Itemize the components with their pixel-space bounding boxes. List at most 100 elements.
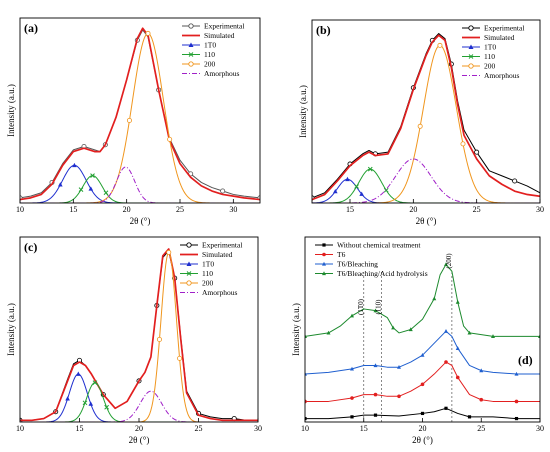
series-t6-bleaching-acid-hydrolysis	[305, 262, 540, 338]
y-axis-title: Intensity (a.u.)	[291, 303, 301, 356]
series-line	[305, 263, 540, 337]
data-point	[90, 173, 95, 178]
x-tick-label: 15	[360, 424, 368, 433]
plot-frame	[19, 17, 261, 204]
legend-item: Simulated	[180, 250, 233, 259]
series-line	[20, 382, 258, 422]
data-point	[397, 394, 401, 399]
legend-item: Without chemical treatment	[315, 241, 421, 250]
data-point	[220, 188, 226, 194]
series-line	[20, 250, 258, 421]
data-point	[460, 141, 466, 147]
legend-item: 200	[462, 62, 496, 71]
legend-marker	[186, 271, 192, 276]
legend-label: T6/Bleaching	[337, 260, 378, 269]
legend-marker	[188, 23, 194, 29]
data-point	[479, 368, 484, 373]
x-tick-label: 15	[76, 424, 84, 433]
data-point	[350, 366, 354, 371]
legend-label: 1T0	[202, 260, 214, 269]
y-axis-title: Intensity (a.u.)	[6, 84, 16, 137]
series-line	[20, 32, 260, 203]
legend-marker	[468, 63, 474, 69]
legend-label: Experimental	[484, 24, 524, 33]
x-tick-label: 25	[473, 205, 481, 214]
legend-label: Amorphous	[202, 288, 237, 297]
data-point	[373, 413, 378, 417]
legend: Without chemical treatmentT6T6/Bleaching…	[315, 241, 428, 278]
series-experimental	[20, 250, 258, 422]
legend-item: 1T0	[462, 43, 496, 52]
x-tick-label: 20	[135, 424, 143, 433]
plot-area	[312, 33, 540, 203]
data-point	[512, 178, 518, 184]
data-point	[455, 375, 460, 380]
x-axis: 10 15 20 25 30	[16, 418, 262, 433]
data-point	[322, 252, 326, 257]
x-axis: 10 15 20 25 30	[16, 199, 237, 214]
x-tick-label: 10	[301, 424, 309, 433]
data-point	[367, 166, 373, 172]
series-line	[305, 361, 540, 402]
legend-item: Amorphous	[462, 71, 519, 80]
panel-label: (d)	[518, 353, 533, 367]
legend-item: T6/Bleaching/Acid hydrolysis	[315, 269, 428, 278]
series-110	[20, 380, 258, 422]
series-200	[20, 30, 260, 203]
legend-item: Experimental	[182, 22, 244, 31]
legend-label: 200	[204, 60, 216, 69]
legend-label: T6/Bleaching/Acid hydrolysis	[337, 269, 428, 278]
legend-marker	[186, 242, 192, 248]
data-point	[514, 371, 519, 376]
x-tick-label: 30	[229, 205, 237, 214]
series-simulated	[20, 27, 260, 201]
data-point	[126, 117, 132, 123]
data-point	[467, 330, 472, 335]
x-tick-label: 25	[195, 424, 203, 433]
series-without-chemical-treatment	[305, 406, 540, 421]
chart-panel-3: 10 15 20 25 30 2θ (°) Intensity (a.u.) (c) Exper…	[6, 236, 262, 445]
legend-marker	[468, 44, 474, 49]
series-line	[20, 373, 258, 422]
data-point	[420, 411, 425, 416]
data-point	[322, 271, 326, 276]
data-point	[145, 30, 151, 36]
legend-marker	[186, 261, 192, 266]
data-point	[350, 313, 354, 318]
legend-label: Amorphous	[484, 71, 519, 80]
peak-label: (200)	[445, 253, 453, 269]
data-point	[72, 162, 77, 168]
series-line	[20, 390, 258, 422]
legend-marker	[188, 52, 194, 57]
plot-area	[305, 262, 540, 422]
series-line	[305, 407, 540, 420]
x-tick-label: 15	[346, 205, 354, 214]
data-point	[432, 296, 437, 301]
data-point	[467, 415, 472, 419]
data-point	[322, 261, 326, 266]
legend-marker	[188, 42, 194, 47]
series-110	[312, 166, 540, 203]
x-axis-title: 2θ (°)	[129, 435, 150, 445]
series-amorphous	[20, 390, 258, 422]
series-line	[312, 33, 540, 199]
legend-item: 1T0	[182, 41, 216, 50]
series-simulated	[312, 34, 540, 201]
data-point	[305, 371, 307, 376]
series-amorphous	[20, 166, 260, 203]
data-point	[166, 249, 172, 255]
plot-frame	[19, 236, 259, 423]
chart-panel-1: 10 15 20 25 30 2θ (°) Intensity (a.u.) (a) Exper…	[6, 17, 261, 226]
data-point	[444, 360, 448, 364]
series-1t0	[312, 176, 540, 203]
legend-label: Simulated	[484, 33, 515, 42]
data-point	[359, 191, 364, 196]
data-point	[350, 415, 354, 419]
legend-item: Amorphous	[180, 288, 237, 297]
legend-label: 1T0	[484, 43, 496, 52]
series-line	[312, 178, 540, 203]
series-line	[20, 248, 258, 422]
series-t6	[305, 360, 540, 404]
